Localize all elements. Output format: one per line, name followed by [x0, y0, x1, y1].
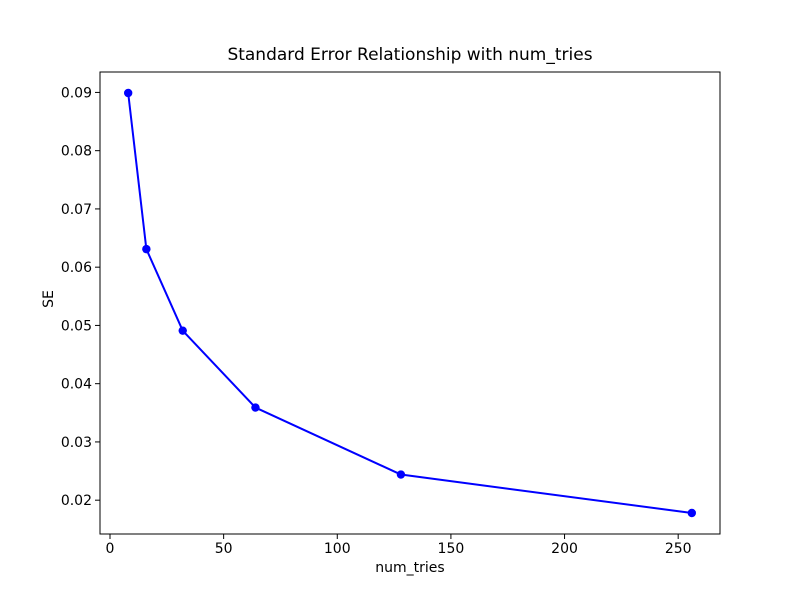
x-tick-label: 200 [551, 541, 578, 557]
x-tick-label: 250 [665, 541, 692, 557]
y-tick-label: 0.05 [61, 318, 92, 334]
y-tick-label: 0.08 [61, 144, 92, 160]
data-point [251, 403, 260, 412]
x-tick-label: 150 [438, 541, 465, 557]
data-point [123, 88, 133, 98]
y-tick-label: 0.02 [61, 493, 92, 509]
x-tick-label: 0 [106, 541, 115, 557]
x-tick-label: 100 [324, 541, 351, 557]
plot-title: Standard Error Relationship with num_tri… [227, 45, 592, 65]
data-point [178, 326, 187, 335]
x-axis-label: num_tries [375, 560, 444, 576]
x-axis-ticks: 0 50 100 150 200 250 [106, 534, 692, 557]
y-tick-label: 0.04 [61, 377, 92, 393]
data-point [687, 508, 697, 518]
plot-area [99, 71, 721, 535]
x-tick-label: 50 [215, 541, 233, 557]
y-axis-ticks: 0.02 0.03 0.04 0.05 0.06 0.07 0.08 0.09 [61, 85, 100, 509]
data-point [142, 244, 151, 254]
y-tick-label: 0.06 [61, 260, 92, 276]
y-tick-label: 0.07 [61, 202, 92, 218]
data-point [396, 470, 406, 479]
y-tick-label: 0.09 [61, 85, 92, 101]
data-series-line [127, 92, 693, 514]
y-tick-label: 0.03 [61, 435, 92, 451]
y-axis-label: SE [41, 290, 57, 308]
data-points [123, 88, 697, 518]
